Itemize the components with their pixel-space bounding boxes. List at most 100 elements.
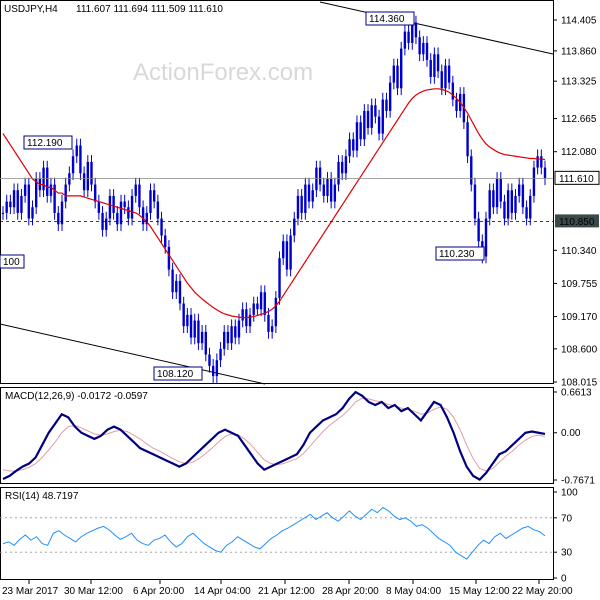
price-candle-body — [503, 201, 506, 219]
price-candle-body — [506, 190, 510, 219]
x-tick-label: 21 Apr 12:00 — [258, 586, 315, 597]
price-panel-frame — [0, 0, 554, 384]
price-candle-body — [403, 31, 407, 49]
price-candle-body — [237, 320, 241, 338]
price-candle-body — [16, 190, 19, 213]
price-candle-body — [75, 145, 78, 157]
lower-trendline — [0, 323, 266, 385]
price-tick-label: 110.340 — [561, 246, 597, 257]
price-tick-label: 108.600 — [561, 344, 598, 355]
rsi-tick-label: 100 — [561, 488, 578, 499]
price-candle-body — [470, 156, 473, 185]
price-candle-body — [296, 195, 300, 219]
price-tick-label: 112.080 — [561, 147, 597, 158]
price-candle-body — [414, 22, 418, 38]
price-candle-body — [160, 218, 163, 236]
price-candle-body — [60, 201, 64, 225]
price-candle-body — [164, 235, 167, 247]
price-candle-body — [525, 207, 528, 219]
price-tick-label: 113.860 — [561, 46, 597, 57]
price-candle-body — [355, 122, 359, 151]
price-candle-body — [53, 184, 56, 213]
price-candle-body — [197, 320, 200, 344]
price-candle-body — [311, 190, 314, 202]
x-tick-label: 6 Apr 20:00 — [133, 586, 185, 597]
macd-title: MACD(12,26,9) -0.0172 -0.0597 — [5, 391, 148, 402]
price-candle-body — [488, 190, 491, 219]
price-candle-body — [105, 218, 108, 230]
price-candle-body — [152, 190, 156, 202]
support-price-label: 110.850 — [559, 217, 595, 228]
price-candle-body — [57, 212, 60, 225]
price-candle-body — [34, 178, 38, 208]
price-candle-body — [64, 184, 67, 202]
price-candle-body — [315, 167, 318, 191]
price-layer: 112.190 114.360 110.230 108.120 100 — [0, 11, 553, 383]
annotation-box — [0, 254, 25, 269]
price-candle-body — [536, 156, 539, 168]
rsi-tick-label: 70 — [561, 513, 573, 524]
upper-trendline — [319, 1, 554, 55]
price-candle-body — [322, 184, 325, 196]
price-candle-body — [5, 201, 8, 213]
price-candle-body — [492, 190, 495, 208]
price-candle-body — [86, 161, 90, 191]
price-tick-label: 108.015 — [561, 378, 598, 389]
price-candle-body — [82, 173, 86, 191]
price-candle-body — [223, 331, 226, 349]
price-candle-body — [289, 235, 292, 270]
price-candle-body — [374, 105, 377, 117]
price-candle-body — [119, 201, 123, 225]
price-candle-body — [93, 184, 97, 202]
price-tick-label: 114.405 — [561, 16, 597, 27]
price-candle-body — [42, 167, 45, 191]
symbol-line: USDJPY,H4 — [4, 4, 58, 15]
price-candle-body — [300, 195, 303, 213]
price-candle-body — [359, 122, 362, 140]
price-candle-body — [127, 207, 130, 219]
macd-tick-label: 0.00 — [561, 428, 581, 439]
price-candle-body — [46, 167, 49, 196]
price-candle-body — [256, 303, 259, 310]
price-candle-body — [141, 207, 145, 225]
price-candle-body — [436, 54, 440, 72]
current-price-label: 111.610 — [559, 174, 594, 185]
price-candle-body — [363, 110, 366, 140]
rsi-tick-label: 0 — [561, 574, 567, 585]
annotation-box — [365, 11, 415, 26]
price-tick-label: 109.170 — [561, 312, 598, 323]
price-candle-body — [455, 99, 458, 111]
annotation-label: 100 — [3, 257, 20, 268]
x-tick-label: 22 May 20:00 — [512, 586, 573, 597]
price-candle-body — [270, 326, 274, 332]
x-tick-label: 28 Apr 20:00 — [322, 586, 379, 597]
price-candle-body — [285, 241, 289, 270]
macd-line — [2, 390, 546, 481]
price-candle-body — [514, 195, 517, 213]
price-candle-body — [241, 309, 244, 321]
price-tick-label: 113.325 — [561, 77, 597, 88]
price-candle-body — [341, 161, 344, 174]
x-axis: 23 Mar 2017 30 Mar 12:00 6 Apr 20:00 14 Apr… — [2, 580, 573, 597]
current-price-box — [554, 170, 600, 185]
price-candle-body — [31, 207, 34, 219]
price-candle-body — [200, 331, 204, 344]
price-candle-body — [352, 139, 355, 151]
price-candle-body — [171, 269, 174, 293]
price-candle-body — [381, 99, 384, 134]
moving-average-line — [2, 88, 546, 319]
price-candle-body — [230, 326, 233, 344]
annotation-label: 110.230 — [439, 249, 475, 260]
price-candle-body — [543, 167, 547, 179]
macd-tick-label: 0.6613 — [561, 388, 592, 399]
annotation-label: 112.190 — [27, 138, 63, 149]
price-candle-body — [219, 348, 222, 361]
price-candle-body — [329, 178, 333, 202]
price-candle-body — [178, 280, 182, 304]
price-candle-body — [388, 82, 392, 111]
price-candle-body — [189, 314, 193, 338]
price-candle-body — [90, 161, 93, 185]
price-candle-body — [23, 184, 27, 196]
annotation-label: 108.120 — [157, 369, 194, 380]
